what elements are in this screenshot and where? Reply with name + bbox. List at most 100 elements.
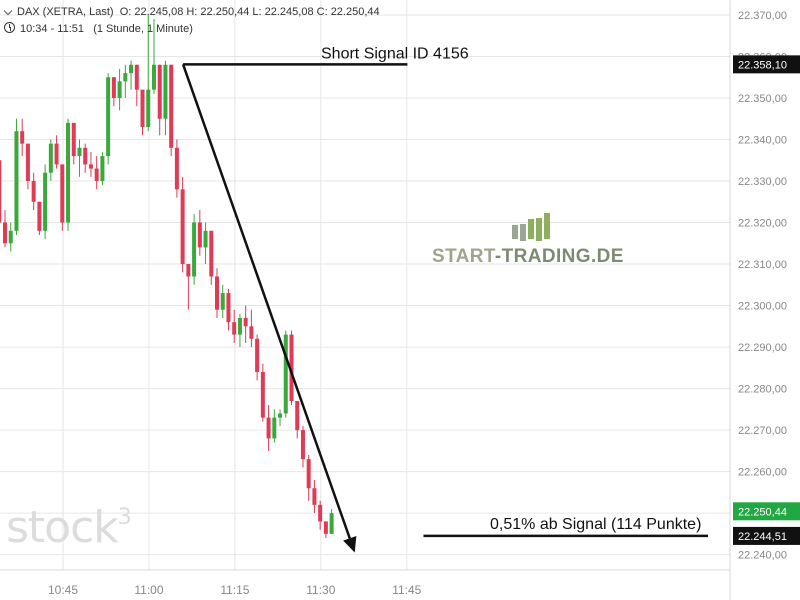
- candle: [174, 139, 179, 198]
- candle: [66, 118, 71, 231]
- candle: [163, 60, 168, 136]
- candle: [243, 305, 248, 343]
- candle-body: [306, 459, 311, 489]
- ohlc-readout: O: 22.245,08 H: 22.250,44 L: 22.245,08 C…: [119, 6, 380, 18]
- candle: [37, 201, 42, 235]
- candle: [0, 160, 2, 223]
- candle: [255, 334, 260, 381]
- candle-body: [329, 513, 334, 534]
- x-tick-label: 11:30: [306, 583, 335, 597]
- candle-body: [318, 504, 323, 522]
- candle: [232, 309, 237, 343]
- y-tick-label: 22.350,00: [738, 93, 787, 105]
- candle-body: [220, 293, 225, 310]
- y-tick-label: 22.300,00: [738, 301, 787, 313]
- candle: [25, 143, 30, 190]
- candle-body: [14, 131, 19, 231]
- stock3-watermark: stock3: [6, 502, 132, 553]
- candle: [20, 118, 25, 157]
- candle: [8, 222, 13, 252]
- candle-body: [83, 147, 88, 165]
- logo-bar: [520, 224, 526, 241]
- candle: [157, 64, 162, 136]
- candle-body: [111, 77, 116, 98]
- candle: [71, 122, 76, 165]
- candle: [197, 210, 202, 256]
- y-tick-label: 22.240,00: [738, 550, 787, 562]
- instrument-label: DAX (XETRA, Last): [17, 6, 114, 18]
- current-price-badge: 22.250,44: [733, 502, 800, 521]
- candle-body: [8, 230, 13, 244]
- candle-body: [134, 64, 139, 90]
- price-badge-bg: [733, 526, 800, 545]
- candle: [77, 139, 82, 177]
- candle: [329, 508, 334, 534]
- candle-body: [146, 89, 151, 128]
- candle: [54, 135, 59, 169]
- candle: [249, 309, 254, 348]
- candle-body: [226, 293, 231, 323]
- candle: [43, 164, 48, 240]
- candle: [283, 330, 288, 418]
- candle-body: [278, 413, 283, 418]
- candle-body: [163, 64, 168, 119]
- candle-body: [94, 168, 99, 182]
- candle-body: [100, 156, 105, 182]
- candle: [215, 268, 220, 319]
- chart-header-row: DAX (XETRA, Last) O: 22.245,08 H: 22.250…: [4, 6, 380, 18]
- price-badge-bg: [733, 55, 800, 74]
- candle-body: [25, 143, 30, 182]
- y-tick-label: 22.370,00: [738, 10, 787, 22]
- clock-icon: [4, 22, 15, 33]
- candle: [88, 151, 93, 177]
- interval-label: (1 Stunde, 1 Minute): [93, 23, 193, 35]
- logo-bar: [536, 218, 542, 241]
- candle: [140, 89, 145, 136]
- candle: [60, 164, 65, 231]
- y-tick-label: 22.280,00: [738, 384, 787, 396]
- logo-bar: [528, 219, 534, 239]
- candle: [226, 288, 231, 331]
- candle-body: [232, 322, 237, 335]
- candle-body: [31, 181, 36, 202]
- candle: [134, 64, 139, 107]
- candle: [151, 19, 156, 94]
- y-tick-label: 22.330,00: [738, 176, 787, 188]
- candle-body: [66, 122, 71, 223]
- candle-body: [140, 89, 145, 128]
- candle-body: [260, 371, 265, 418]
- signal-arrow-line: [181, 63, 351, 539]
- candle: [3, 210, 7, 248]
- candle-body: [77, 147, 82, 157]
- candle-body: [186, 264, 191, 277]
- candle-body: [192, 222, 197, 277]
- candle-body: [169, 64, 174, 148]
- candle: [192, 214, 197, 285]
- candle-body: [88, 164, 93, 169]
- candle-body: [197, 222, 202, 248]
- candle-body: [289, 334, 294, 402]
- x-tick-label: 10:45: [48, 583, 78, 597]
- x-tick-label: 11:15: [220, 583, 249, 597]
- chevron-down-icon[interactable]: [4, 8, 12, 16]
- candle-body: [20, 131, 25, 144]
- candle: [117, 68, 122, 111]
- candle: [289, 330, 294, 406]
- logo-bar: [512, 225, 518, 239]
- signal-price-badge: 22.358,10: [733, 55, 800, 74]
- candle-body: [300, 430, 305, 460]
- y-tick-label: 22.260,00: [738, 467, 787, 479]
- candle-body: [249, 326, 254, 339]
- price-badge-text: 22.358,10: [738, 59, 787, 71]
- candle: [306, 455, 311, 501]
- candle: [237, 313, 242, 348]
- candle-body: [43, 172, 48, 231]
- chart-range-row: 10:34 - 11:51 (1 Stunde, 1 Minute): [4, 22, 193, 35]
- candle-body: [180, 189, 185, 265]
- candle: [186, 264, 191, 310]
- candle: [260, 363, 265, 422]
- candle: [220, 284, 225, 319]
- logo-bar: [544, 213, 550, 239]
